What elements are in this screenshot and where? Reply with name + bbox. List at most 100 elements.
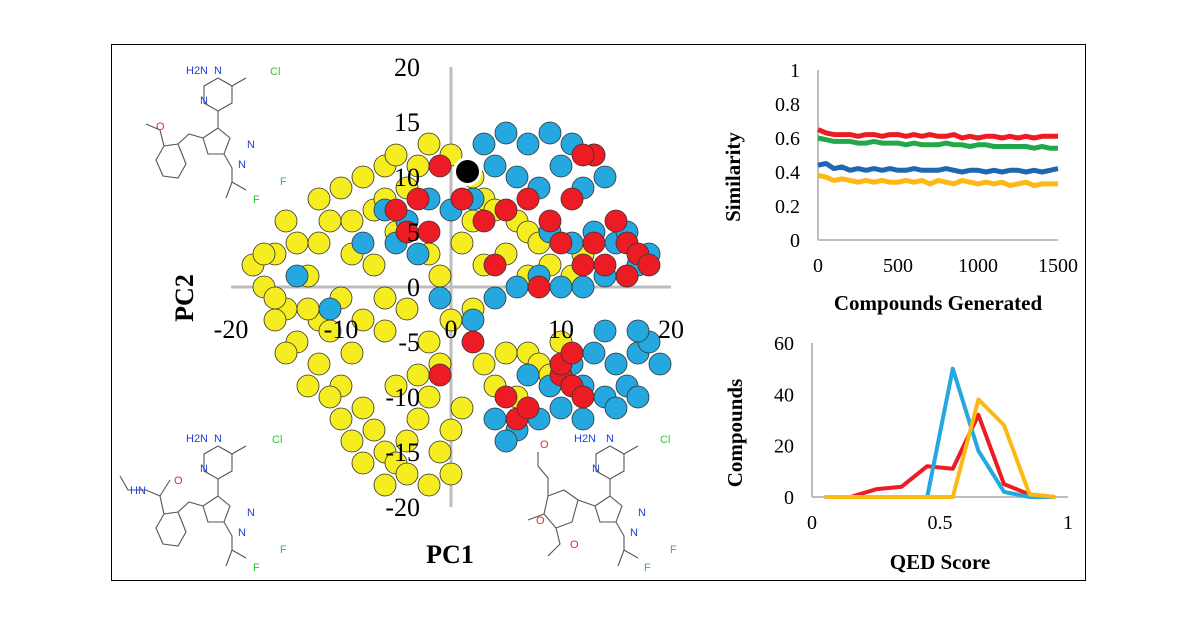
pca-point-blue-22 [428,286,452,310]
mol-bottom-left-f1-label: F [280,544,287,556]
pca-point-red-13 [549,231,573,255]
pca-point-blue-23 [461,308,485,332]
similarity-y-tick-labels: 0 0.2 0.4 0.6 0.8 1 [775,60,800,252]
pca-point-yellow-47 [252,242,276,266]
similarity-x-tick-1: 500 [883,255,913,277]
pca-point-blue-19 [351,231,375,255]
pca-point-blue-6 [593,165,617,189]
pca-point-blue-11 [483,154,507,178]
pca-y-tick--15: -15 [385,438,420,467]
pca-x-tick--20: -20 [214,315,249,344]
mol-bottom-mid-o3-label: O [570,539,579,551]
qed-series [824,366,1056,499]
pca-point-blue-2 [516,132,540,156]
pca-point-blue-21 [318,297,342,321]
pca-point-yellow-80 [450,396,474,420]
pca-point-yellow-34 [351,396,375,420]
pca-point-yellow-33 [340,341,364,365]
pca-point-red-18 [593,253,617,277]
pca-point-blue-18 [406,242,430,266]
pca-point-blue-1 [494,121,518,145]
similarity-y-tick-4: 0.8 [775,94,800,116]
pca-point-yellow-77 [296,374,320,398]
pca-point-query-0 [453,157,482,186]
qed-y-tick-0: 0 [784,487,794,509]
pca-point-red-9 [538,209,562,233]
pca-point-yellow-75 [340,429,364,453]
pca-point-yellow-12 [329,176,353,200]
pca-y-tick--20: -20 [385,493,420,522]
pca-y-tick-15: 15 [394,108,420,137]
similarity-line-green [817,135,1058,151]
pca-y-label: PC2 [170,274,199,322]
pca-y-tick--10: -10 [385,383,420,412]
pca-point-blue-57 [593,319,617,343]
pca-x-tick--10: -10 [324,315,359,344]
similarity-x-label: Compounds Generated [834,291,1043,315]
pca-x-tick-20: 20 [658,315,684,344]
pca-point-blue-51 [483,407,507,431]
mol-bottom-left-n1-label: N [214,433,222,445]
pca-point-yellow-52 [450,231,474,255]
pca-point-red-2 [417,220,441,244]
qed-y-tick-2: 40 [774,384,794,406]
pca-point-yellow-72 [395,462,419,486]
pca-point-yellow-27 [351,308,375,332]
pca-point-yellow-38 [395,429,419,453]
pca-point-yellow-19 [417,132,441,156]
pca-point-red-22 [527,275,551,299]
pca-y-tick--5: -5 [398,328,420,357]
pca-y-tick-0: 0 [407,273,420,302]
pca-point-yellow-53 [428,264,452,288]
pca-point-blue-25 [505,275,529,299]
pca-x-label: PC1 [426,540,474,569]
pca-point-blue-8 [549,154,573,178]
pca-y-tick-labels: 20 15 10 5 0 -5 -10 -15 -20 [385,53,420,522]
mol-bottom-left-n2-label: N [200,463,208,475]
similarity-y-label: Similarity [721,132,745,222]
pca-point-red-31 [571,385,595,409]
qed-y-tick-labels: 0 20 40 60 [774,333,794,509]
pca-point-yellow-41 [428,440,452,464]
pca-point-yellow-16 [384,143,408,167]
pca-point-yellow-4 [285,231,309,255]
pca-point-blue-20 [285,264,309,288]
pca-point-yellow-74 [439,462,463,486]
mol-bottom-mid-f1-label: F [670,544,677,556]
pca-point-yellow-48 [417,330,441,354]
pca-point-blue-48 [549,396,573,420]
pca-point-yellow-31 [307,352,331,376]
mol-top-left-n3-label: N [247,139,255,151]
pca-x-tick-labels: -20 -10 0 10 20 [214,315,684,344]
pca-point-yellow-76 [318,385,342,409]
similarity-x-tick-0: 0 [813,255,823,277]
mol-bottom-left-n3-label: N [247,507,255,519]
qed-line-red [824,412,1056,499]
qed-y-tick-3: 60 [774,333,794,355]
similarity-line-blue [817,161,1059,175]
similarity-y-tick-0: 0 [790,230,800,252]
mol-top-left-amine-label: H2N [186,65,208,77]
pca-point-red-28 [516,396,540,420]
mol-bottom-mid-o1-label: O [540,439,549,451]
qed-x-tick-1: 0.5 [928,512,953,534]
pca-point-blue-54 [648,352,672,376]
pca-point-red-6 [472,209,496,233]
pca-point-yellow-58 [494,341,518,365]
pca-point-blue-24 [483,286,507,310]
pca-point-yellow-55 [384,374,408,398]
pca-point-red-5 [450,187,474,211]
pca-point-red-26 [494,385,518,409]
similarity-y-tick-3: 0.6 [775,128,800,150]
pca-point-yellow-39 [406,407,430,431]
pca-point-red-21 [637,253,661,277]
pca-point-yellow-71 [373,473,397,497]
pca-point-blue-41 [582,341,606,365]
qed-x-tick-2: 1 [1063,512,1073,534]
pca-y-tick-20: 20 [394,53,420,82]
pca-point-yellow-67 [340,209,364,233]
pca-point-yellow-28 [373,319,397,343]
pca-point-blue-0 [472,132,496,156]
similarity-x-tick-2: 1000 [958,255,998,277]
